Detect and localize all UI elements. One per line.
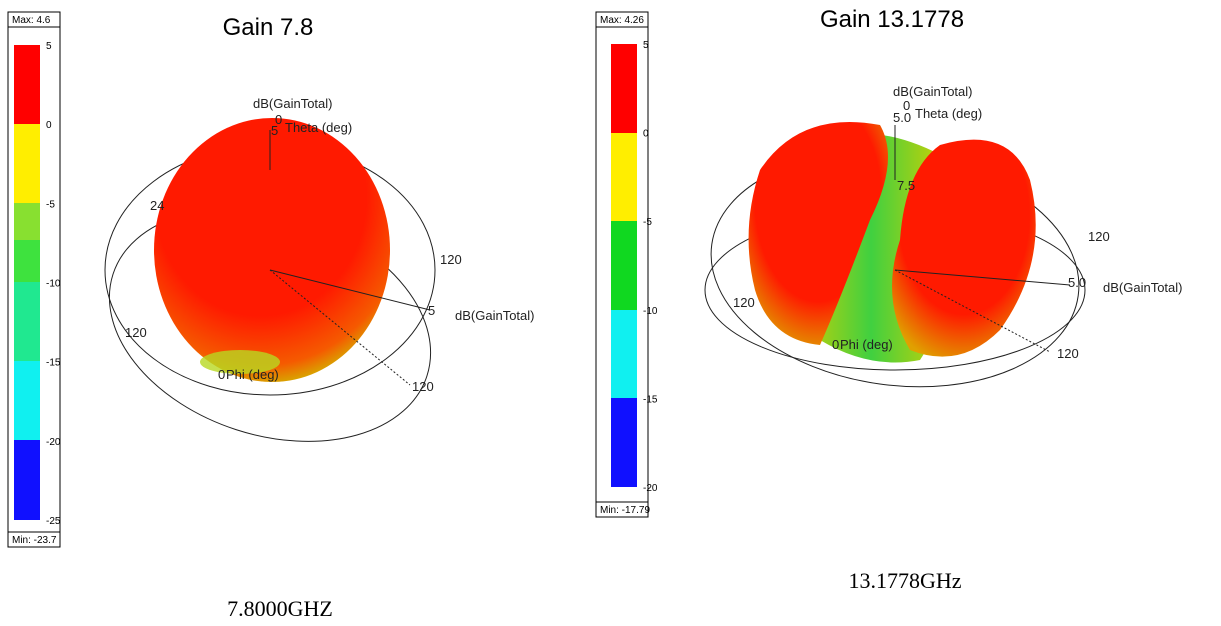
scale-label: -10 xyxy=(46,279,61,290)
axis-label: 5 xyxy=(428,303,435,318)
axis-label: Theta (deg) xyxy=(915,106,982,121)
axis-label: dB(GainTotal) xyxy=(1103,280,1182,295)
scale-label: -5 xyxy=(643,217,652,228)
min-label: Min: -23.7 xyxy=(12,535,57,546)
axis-label: 5.0 xyxy=(1068,275,1086,290)
max-label: Max: 4.6 xyxy=(12,15,51,26)
max-label: Max: 4.26 xyxy=(600,15,644,26)
scale-label: -20 xyxy=(643,483,658,494)
axis-label: 120 xyxy=(440,252,462,267)
axis-label: 120 xyxy=(125,325,147,340)
axis-label: 0 xyxy=(903,98,910,113)
min-label: Min: -17.79 xyxy=(600,505,650,516)
radiation-pattern xyxy=(704,122,1086,388)
axis-label: 0 xyxy=(218,367,225,382)
axis-label: 120 xyxy=(412,379,434,394)
axis-label: 120 xyxy=(733,295,755,310)
radiation-pattern xyxy=(104,118,436,442)
axis-label: 120 xyxy=(1088,229,1110,244)
colorbar: Max: 4.26 Min: -17.79 5 0 -5 -10 -15 -20 xyxy=(595,11,658,518)
scale-label: -15 xyxy=(46,358,61,369)
axis-label: 0 xyxy=(275,112,282,127)
axis-label: 5.0 xyxy=(893,110,911,125)
scale-label: -15 xyxy=(643,394,658,405)
axis-label: dB(GainTotal) xyxy=(253,96,332,111)
title: Gain 7.8 xyxy=(223,14,314,41)
axis-label: dB(GainTotal) xyxy=(455,308,534,323)
scale-label: -25 xyxy=(46,516,61,527)
axis-label: 0 xyxy=(832,337,839,352)
scale-label: 0 xyxy=(46,120,52,131)
axis-label: Phi (deg) xyxy=(840,337,893,352)
title: Gain 13.1778 xyxy=(820,6,964,33)
scale-label: -10 xyxy=(643,306,658,317)
scale-label: -20 xyxy=(46,437,61,448)
scale-label: -5 xyxy=(46,199,55,210)
axis-label: dB(GainTotal) xyxy=(893,84,972,99)
axis-label: Phi (deg) xyxy=(226,367,279,382)
caption: 7.8000GHZ xyxy=(227,596,333,621)
colorbar: Max: 4.6 Min: -23.7 5 0 -5 -10 -15 -20 -25 xyxy=(7,11,61,548)
scale-label: 5 xyxy=(46,41,52,52)
axis-label: 120 xyxy=(1057,346,1079,361)
axis-label: 24 xyxy=(150,198,164,213)
caption: 13.1778GHz xyxy=(848,568,961,593)
scale-label: 0 xyxy=(643,129,649,140)
axis-label: 5 xyxy=(271,123,278,138)
axis-label: Theta (deg) xyxy=(285,120,352,135)
axis-label: 7.5 xyxy=(897,178,915,193)
scale-label: 5 xyxy=(643,40,649,51)
